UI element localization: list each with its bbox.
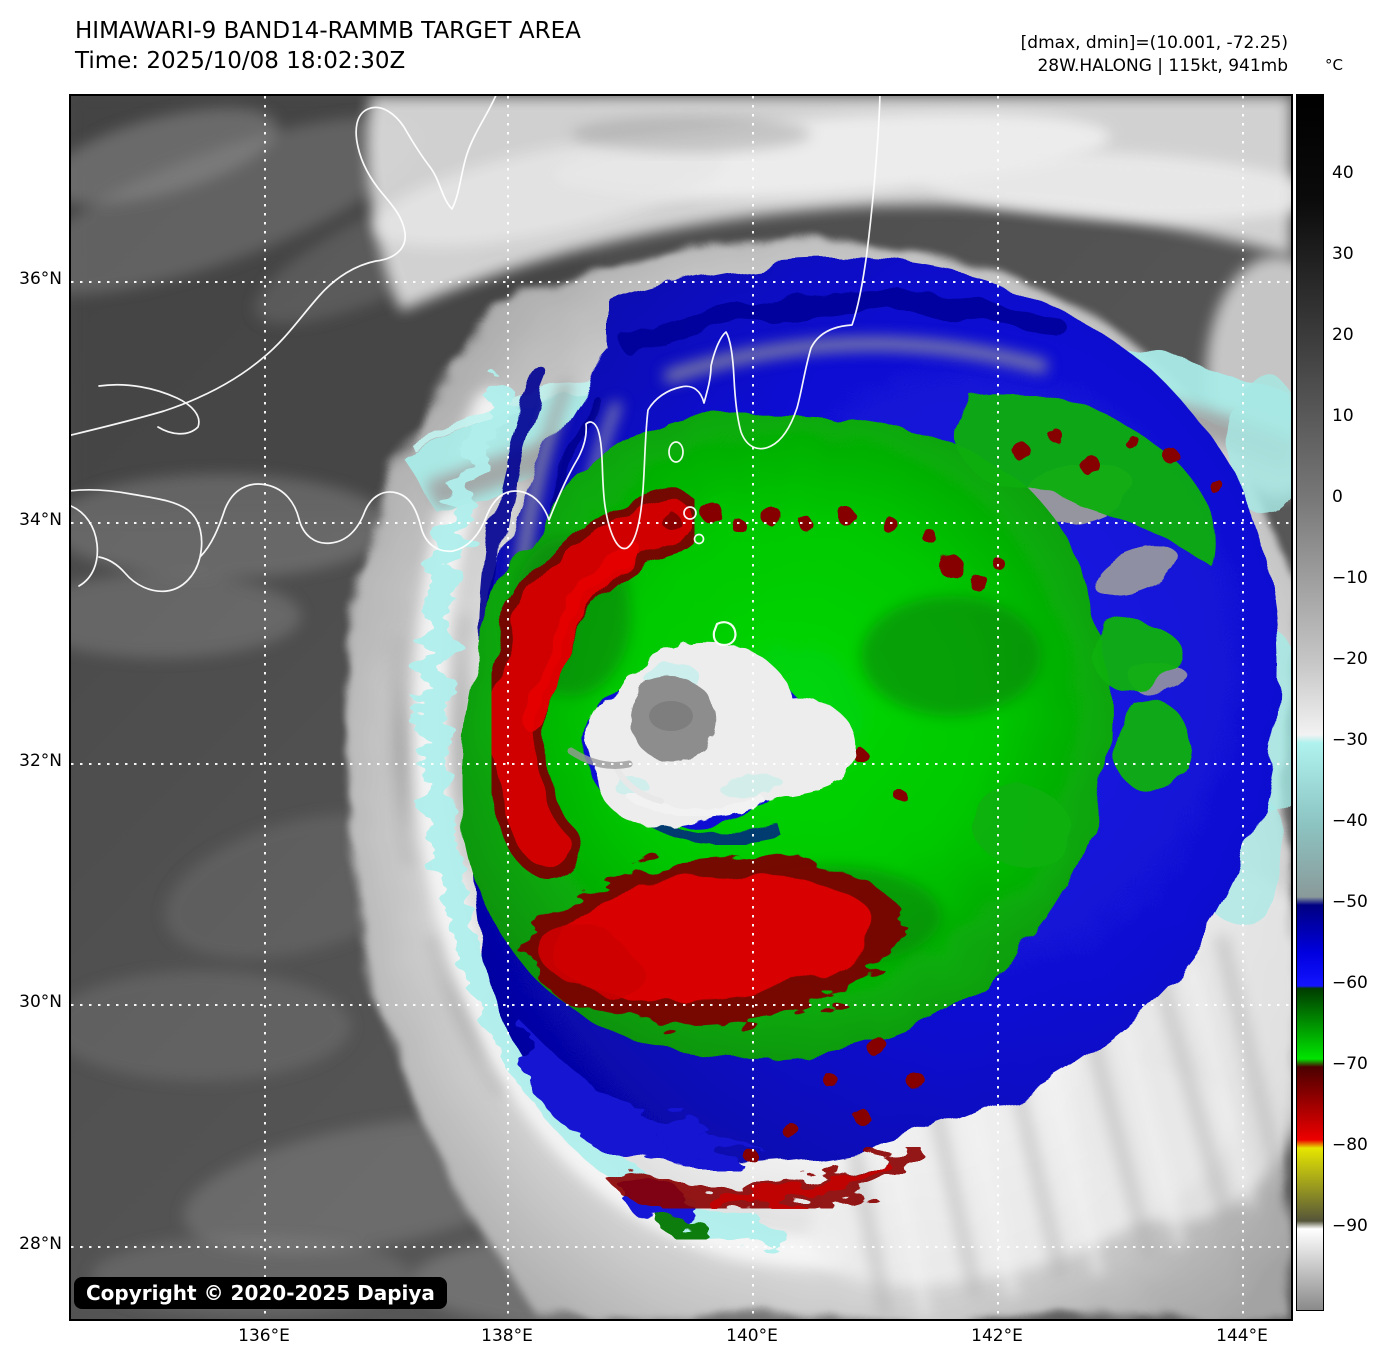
colorbar-tick: −80: [1332, 1135, 1368, 1155]
colorbar-tick: −70: [1332, 1054, 1368, 1074]
lat-label-36n: 36°N: [19, 269, 62, 289]
header: HIMAWARI-9 BAND14-RAMMB TARGET AREA Time…: [75, 16, 581, 76]
colorbar-tick: −90: [1332, 1216, 1368, 1236]
colorbar-tick: −60: [1332, 973, 1368, 993]
colorbar-tick: 0: [1332, 487, 1343, 507]
colorbar: [1296, 94, 1324, 1311]
lon-label-138e: 138°E: [481, 1326, 533, 1346]
coastline-wakasa: [98, 383, 200, 435]
storm-readout: 28W.HALONG | 115kt, 941mb: [1037, 56, 1288, 76]
typhoon-eye: [567, 642, 857, 845]
graticule: [71, 96, 1291, 1319]
lon-label-140e: 140°E: [726, 1326, 778, 1346]
cirrus-band-north: [367, 96, 1291, 311]
dmax-dmin-readout: [dmax, dmin]=(10.001, -72.25): [1020, 33, 1288, 53]
island-small-2: [693, 533, 705, 545]
island-small-1: [683, 506, 697, 520]
colorbar-tick: −40: [1332, 811, 1368, 831]
satellite-scene: [71, 96, 1291, 1319]
coastlines: [71, 96, 881, 647]
colorbar-tick: −10: [1332, 568, 1368, 588]
coastline-honshu-south: [71, 96, 881, 593]
colorbar-unit-label: °C: [1325, 56, 1343, 74]
coastline-awaji: [71, 505, 99, 587]
lon-label-142e: 142°E: [971, 1326, 1023, 1346]
island-near-eye: [712, 621, 737, 647]
island-izu-oshima: [668, 441, 684, 463]
lat-label-28n: 28°N: [19, 1234, 62, 1254]
satellite-map-canvas: Copyright © 2020-2025 Dapiya: [69, 94, 1293, 1321]
info-block: [dmax, dmin]=(10.001, -72.25) 28W.HALONG…: [1021, 32, 1288, 78]
lon-label-144e: 144°E: [1216, 1326, 1268, 1346]
colorbar-tick: 10: [1332, 406, 1354, 426]
colorbar-tick: 20: [1332, 325, 1354, 345]
lon-label-136e: 136°E: [238, 1326, 290, 1346]
product-time: Time: 2025/10/08 18:02:30Z: [75, 48, 406, 74]
colorbar-tick: 30: [1332, 244, 1354, 264]
lat-label-34n: 34°N: [19, 510, 62, 530]
coastline-honshu-north: [71, 96, 497, 436]
colorbar-tick: −20: [1332, 649, 1368, 669]
colorbar-tick: 40: [1332, 163, 1354, 183]
copyright-badge: Copyright © 2020-2025 Dapiya: [74, 1277, 447, 1309]
colorbar-tick: −50: [1332, 892, 1368, 912]
colorbar-tick: −30: [1332, 730, 1368, 750]
product-title: HIMAWARI-9 BAND14-RAMMB TARGET AREA: [75, 18, 581, 44]
lat-label-32n: 32°N: [19, 751, 62, 771]
colorbar-gradient: [1297, 95, 1323, 1310]
lat-label-30n: 30°N: [19, 992, 62, 1012]
